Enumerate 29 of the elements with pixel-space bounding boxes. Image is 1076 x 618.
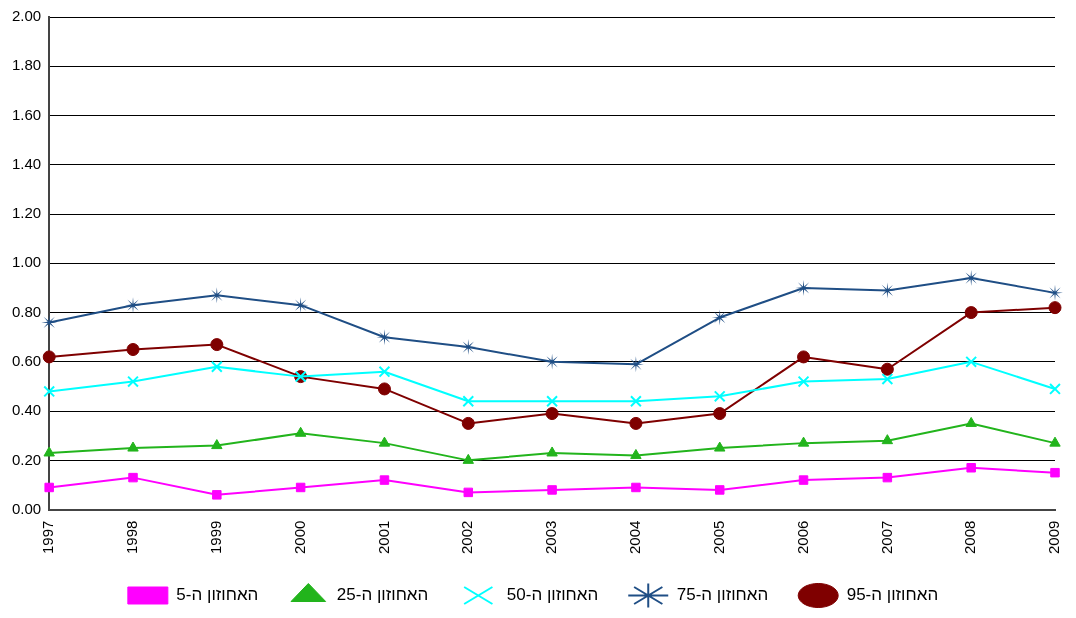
- legend-label: האחוזון ה-50: [506, 585, 599, 605]
- y-tick-label: 1.80: [11, 56, 42, 74]
- y-tick-label: 0.00: [11, 499, 42, 517]
- legend-label: האחוזון ה-75: [676, 585, 769, 605]
- y-tick-label: 1.00: [11, 253, 42, 271]
- x-tick-label: 2006: [793, 520, 811, 555]
- y-tick-label: 0.80: [11, 302, 42, 320]
- x-tick-label: 2000: [290, 520, 308, 555]
- x-tick-label: 2008: [961, 520, 979, 555]
- legend-label: האחוזון ה-5: [176, 585, 259, 605]
- x-tick-label: 2004: [626, 520, 644, 555]
- x-tick-label: 2002: [458, 520, 476, 555]
- x-tick-label: 1999: [206, 520, 224, 555]
- y-tick-label: 0.20: [11, 450, 42, 468]
- x-tick-label: 2005: [709, 520, 727, 555]
- x-tick-label: 2009: [1045, 520, 1063, 555]
- x-tick-label: 2003: [542, 520, 560, 555]
- x-tick-label: 1997: [39, 520, 57, 555]
- y-tick-label: 2.00: [11, 7, 42, 25]
- y-tick-label: 1.20: [11, 204, 42, 222]
- legend-label: האחוזון ה-25: [336, 585, 429, 605]
- x-tick-label: 1998: [123, 520, 141, 555]
- y-tick-label: 1.60: [11, 105, 42, 123]
- x-tick-label: 2001: [374, 520, 392, 555]
- x-tick-label: 2007: [877, 520, 895, 555]
- legend-label: האחוזון ה-95: [846, 585, 939, 605]
- y-tick-label: 1.40: [11, 154, 42, 172]
- y-tick-label: 0.60: [11, 351, 42, 369]
- y-tick-label: 0.40: [11, 401, 42, 419]
